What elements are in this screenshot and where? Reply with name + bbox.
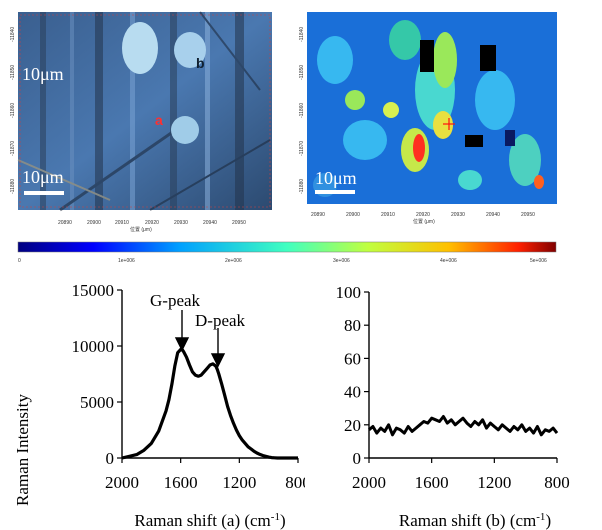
optical-x-tick: 20940 bbox=[203, 220, 217, 226]
spectrum-a-x-tick-label: 2000 bbox=[105, 473, 139, 492]
spectrum-b-y-tick-label: 100 bbox=[336, 283, 362, 302]
optical-bright-region bbox=[174, 32, 206, 68]
raman-map-x-ticks: 20890 20900 20910 20920 20930 20940 2095… bbox=[311, 212, 535, 218]
raman-map-scale-bar bbox=[315, 190, 355, 194]
spectrum-b-x-tick-label: 1200 bbox=[477, 473, 511, 492]
spectrum-b-y-tick-label: 0 bbox=[353, 449, 362, 468]
raman-map-y-tick: -11850 bbox=[299, 65, 305, 80]
optical-y-tick: -11850 bbox=[10, 65, 16, 80]
raman-map-x-tick: 20920 bbox=[416, 212, 430, 218]
spectrum-a-y-tick-label: 10000 bbox=[72, 337, 115, 356]
spectrum-b-y-tick-label: 60 bbox=[344, 349, 361, 368]
optical-scale-bar bbox=[24, 191, 64, 195]
colorbar-tick: 1e+006 bbox=[118, 258, 135, 264]
raman-map-y-tick: -11840 bbox=[299, 27, 305, 42]
g-peak-label: G-peak bbox=[150, 291, 201, 310]
raman-map-x-tick: 20930 bbox=[451, 212, 465, 218]
colorbar-panel: 0 1e+006 2e+006 3e+006 4e+006 5e+006 bbox=[17, 241, 557, 264]
optical-y-tick: -11840 bbox=[10, 27, 16, 42]
raman-map-y-ticks: -11840 -11850 -11860 -11870 -11880 bbox=[299, 27, 305, 194]
optical-x-tick: 20920 bbox=[145, 220, 159, 226]
raman-map-panel: 10μm 20890 20900 20910 20920 20930 20940… bbox=[299, 12, 557, 225]
spectrum-a-y-tick-label: 15000 bbox=[72, 281, 115, 300]
spectrum-b-x-tick-label: 2000 bbox=[352, 473, 386, 492]
colorbar-tick: 5e+006 bbox=[530, 258, 547, 264]
optical-y-tick: -11870 bbox=[10, 141, 16, 156]
optical-texture bbox=[17, 11, 271, 212]
raman-map-x-tick: 20940 bbox=[486, 212, 500, 218]
raman-map-x-tick: 20950 bbox=[521, 212, 535, 218]
optical-x-label: 位置 (μm) bbox=[130, 226, 152, 233]
optical-x-tick: 20930 bbox=[174, 220, 188, 226]
spectrum-b-y-tick-label: 40 bbox=[344, 383, 361, 402]
optical-x-ticks: 20890 20900 20910 20920 20930 20940 2095… bbox=[58, 220, 246, 226]
spectrum-b-chart: 0 20 40 60 80 100 2000 1600 1200 800 Raman shift … bbox=[336, 283, 570, 530]
spectrum-a-y-tick-label: 5000 bbox=[80, 393, 114, 412]
spectrum-a-x-tick-label: 800 bbox=[285, 473, 305, 492]
point-b-label: b bbox=[196, 55, 205, 71]
raman-map-x-label: 位置 (μm) bbox=[413, 218, 435, 225]
raman-map-scale: 10μm bbox=[315, 168, 357, 188]
raman-map-x-tick: 20910 bbox=[381, 212, 395, 218]
raman-map-x-tick: 20900 bbox=[346, 212, 360, 218]
colorbar-tick: 2e+006 bbox=[225, 258, 242, 264]
colorbar bbox=[17, 241, 557, 253]
optical-x-tick: 20890 bbox=[58, 220, 72, 226]
raman-map-y-tick: -11870 bbox=[299, 141, 305, 156]
optical-x-tick: 20900 bbox=[87, 220, 101, 226]
spectrum-b-y-tick-label: 80 bbox=[344, 316, 361, 335]
raman-map-blobs bbox=[313, 20, 544, 197]
optical-y-ticks: -11840 -11850 -11860 -11870 -11880 bbox=[10, 27, 16, 194]
optical-bright-region bbox=[171, 116, 199, 144]
optical-x-tick: 20950 bbox=[232, 220, 246, 226]
raman-map-x-tick: 20890 bbox=[311, 212, 325, 218]
optical-scale-top: 10μm bbox=[22, 64, 64, 84]
spectrum-b-x-tick-label: 800 bbox=[544, 473, 570, 492]
optical-scale-bottom: 10μm bbox=[22, 167, 64, 187]
spectrum-a-xlabel: Raman shift (a) (cm-1) bbox=[134, 511, 285, 530]
d-peak-label: D-peak bbox=[195, 311, 246, 330]
colorbar-ticks: 0 1e+006 2e+006 3e+006 4e+006 5e+006 bbox=[18, 258, 547, 264]
optical-image-panel: 10μm 10μm a b 20890 20900 20910 20920 20… bbox=[10, 11, 272, 233]
spectrum-b-line bbox=[368, 415, 559, 437]
colorbar-tick: 4e+006 bbox=[440, 258, 457, 264]
spectrum-a-y-tick-label: 0 bbox=[106, 449, 115, 468]
spectrum-a-line bbox=[121, 347, 298, 460]
colorbar-tick: 0 bbox=[18, 258, 21, 264]
optical-bright-region bbox=[122, 22, 158, 74]
point-a-label: a bbox=[155, 112, 163, 128]
peak-arrows bbox=[174, 310, 226, 368]
optical-y-tick: -11880 bbox=[10, 179, 16, 194]
optical-x-tick: 20910 bbox=[115, 220, 129, 226]
raman-map-crosshair bbox=[443, 118, 455, 130]
spectrum-a-x-tick-label: 1600 bbox=[164, 473, 198, 492]
spectrum-b-y-tick-label: 20 bbox=[344, 416, 361, 435]
optical-y-tick: -11860 bbox=[10, 103, 16, 118]
spectrum-b-xlabel: Raman shift (b) (cm-1) bbox=[399, 511, 551, 530]
raman-map-y-tick: -11860 bbox=[299, 103, 305, 118]
raman-map-y-tick: -11880 bbox=[299, 179, 305, 194]
spectrum-a-ylabel: Raman Intensity bbox=[13, 394, 32, 506]
spectrum-a-x-tick-label: 1200 bbox=[222, 473, 256, 492]
spectrum-b-x-tick-label: 1600 bbox=[415, 473, 449, 492]
spectrum-a-chart: 0 5000 10000 15000 2000 1600 1200 800 Raman Int… bbox=[13, 281, 305, 530]
colorbar-tick: 3e+006 bbox=[333, 258, 350, 264]
